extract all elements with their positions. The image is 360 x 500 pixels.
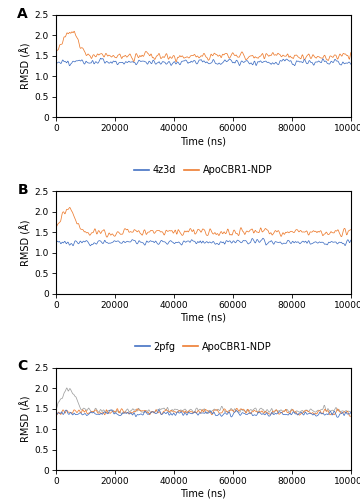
Text: A: A [17, 7, 28, 21]
Legend: 2pfg, ApoCBR1-NDP: 2pfg, ApoCBR1-NDP [135, 342, 272, 351]
X-axis label: Time (ns): Time (ns) [180, 488, 226, 498]
X-axis label: Time (ns): Time (ns) [180, 312, 226, 322]
X-axis label: Time (ns): Time (ns) [180, 136, 226, 146]
Text: C: C [17, 360, 28, 374]
Y-axis label: RMSD (Å): RMSD (Å) [20, 396, 32, 442]
Legend: 4z3d, ApoCBR1-NDP: 4z3d, ApoCBR1-NDP [135, 166, 272, 175]
Y-axis label: RMSD (Å): RMSD (Å) [20, 43, 32, 90]
Text: B: B [17, 183, 28, 197]
Y-axis label: RMSD (Å): RMSD (Å) [20, 220, 32, 266]
